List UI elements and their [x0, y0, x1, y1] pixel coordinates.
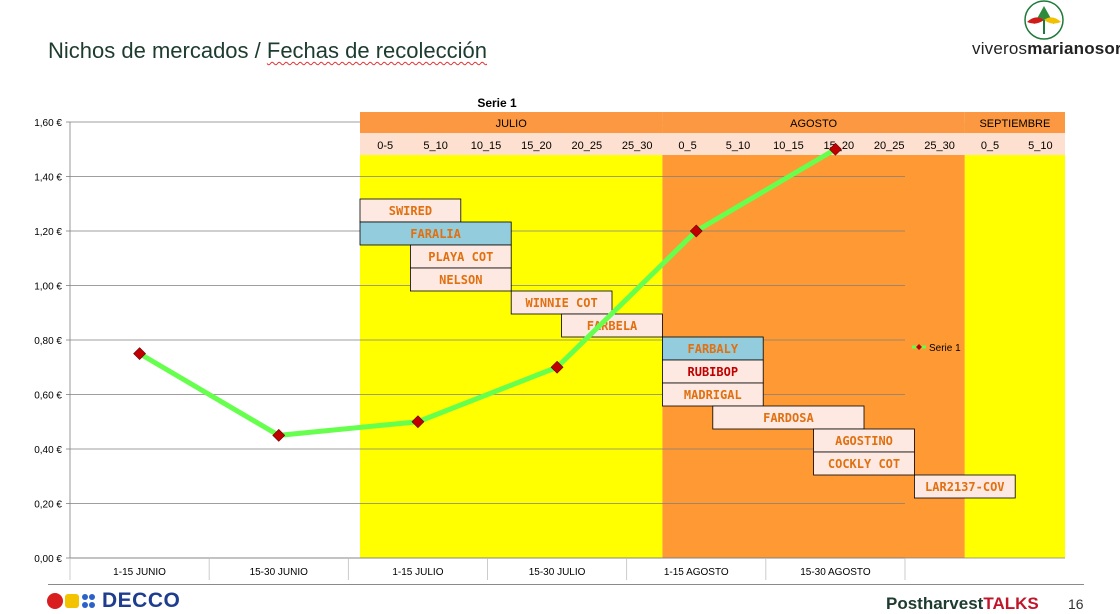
- variety-name: NELSON: [439, 273, 482, 287]
- month-header-cell: [662, 112, 965, 133]
- variety-name: FARBALY: [688, 342, 739, 356]
- day-range-label: 20_25: [874, 140, 905, 152]
- day-range-label: 15_20: [521, 140, 552, 152]
- month-header-cell: [964, 112, 1065, 133]
- day-range-label: 5_10: [726, 140, 750, 152]
- page-number: 16: [1068, 596, 1084, 612]
- day-range-label: 5_10: [1028, 140, 1052, 152]
- data-point-marker: [689, 224, 703, 238]
- variety-name: FARDOSA: [763, 411, 814, 425]
- variety-label: FARALIA: [359, 221, 512, 246]
- variety-label: RUBIBOP: [662, 359, 764, 384]
- y-tick-label: 0,80 €: [34, 336, 62, 347]
- y-tick-label: 0,40 €: [34, 445, 62, 456]
- day-range-label: 5_10: [423, 140, 447, 152]
- viveros-logo-icon: [1024, 0, 1064, 40]
- variety-name: PLAYA COT: [428, 250, 493, 264]
- variety-label: AGOSTINO: [813, 428, 915, 453]
- x-tick-label: 1-15 AGOSTO: [664, 567, 729, 578]
- y-tick-label: 1,60 €: [34, 118, 62, 129]
- day-range-header-row: [360, 133, 1065, 155]
- viveros-logo-text: viverosmarianosoria: [972, 39, 1120, 58]
- legend-label: Serie 1: [929, 343, 961, 354]
- y-tick-label: 1,00 €: [34, 282, 62, 293]
- x-tick-label: 1-15 JULIO: [392, 567, 443, 578]
- variety-label: FARBELA: [561, 313, 663, 338]
- day-range-label: 25_30: [622, 140, 653, 152]
- day-range-label: 20_25: [572, 140, 603, 152]
- chart-title: Serie 1: [477, 96, 517, 110]
- day-range-label: 10_15: [471, 140, 502, 152]
- variety-label: PLAYA COT: [409, 244, 512, 269]
- y-tick-label: 1,40 €: [34, 173, 62, 184]
- variety-name: RUBIBOP: [688, 365, 739, 379]
- month-header-label: AGOSTO: [790, 118, 837, 130]
- month-header-label: SEPTIEMBRE: [979, 118, 1050, 130]
- day-range-label: 0-5: [377, 140, 393, 152]
- decco-mark-icon: [47, 593, 95, 609]
- variety-label: NELSON: [409, 267, 512, 292]
- series-line: [138, 147, 837, 438]
- variety-name: COCKLY COT: [828, 457, 900, 471]
- legend-marker: [916, 344, 922, 350]
- title-part-1: Nichos de mercados /: [48, 38, 267, 63]
- variety-label: SWIRED: [359, 198, 462, 223]
- y-tick-label: 1,20 €: [34, 227, 62, 238]
- x-tick-label: 1-15 JUNIO: [113, 567, 166, 578]
- x-tick-label: 15-30 AGOSTO: [800, 567, 871, 578]
- title-part-2: Fechas de recolección: [266, 38, 487, 63]
- variety-name: AGOSTINO: [835, 434, 893, 448]
- day-range-label: 10_15: [773, 140, 804, 152]
- day-range-label: 0_5: [981, 140, 999, 152]
- y-tick-label: 0,20 €: [34, 500, 62, 511]
- variety-box: [409, 267, 512, 292]
- decco-logo: DECCO: [46, 589, 181, 612]
- y-tick-label: 0,00 €: [34, 554, 62, 565]
- data-point-marker: [550, 360, 564, 374]
- variety-name: FARALIA: [410, 227, 461, 241]
- data-point-marker: [272, 428, 286, 442]
- variety-label: WINNIE COT: [510, 290, 613, 315]
- variety-name: MADRIGAL: [684, 388, 742, 402]
- variety-label: COCKLY COT: [813, 451, 915, 476]
- data-point-marker: [828, 142, 842, 156]
- variety-label: MADRIGAL: [662, 382, 764, 407]
- data-point-marker: [133, 347, 147, 361]
- variety-box: [712, 405, 865, 430]
- variety-name: LAR2137-COV: [925, 480, 1004, 494]
- variety-name: WINNIE COT: [525, 296, 597, 310]
- month-header-label: JULIO: [496, 118, 528, 130]
- day-range-label: 0_5: [678, 140, 696, 152]
- x-tick-label: 15-30 JUNIO: [250, 567, 309, 578]
- month-header-cell: [360, 112, 663, 133]
- variety-name: SWIRED: [389, 204, 432, 218]
- x-tick-label: 15-30 JULIO: [529, 567, 586, 578]
- slide-title: Nichos de mercados / Fechas de recolecci…: [48, 38, 487, 64]
- y-tick-label: 0,60 €: [34, 391, 62, 402]
- data-point-marker: [411, 415, 425, 429]
- variety-box: [914, 474, 1016, 499]
- variety-label: FARBALY: [662, 336, 764, 361]
- variety-box: [813, 451, 915, 476]
- postharvest-talks-brand: PostharvestTALKS: [886, 594, 1039, 613]
- decco-brand-text: DECCO: [102, 589, 181, 612]
- variety-label: LAR2137-COV: [914, 474, 1016, 499]
- variety-label: FARDOSA: [712, 405, 865, 430]
- day-range-label: 25_30: [924, 140, 955, 152]
- footer-divider: [48, 584, 1084, 585]
